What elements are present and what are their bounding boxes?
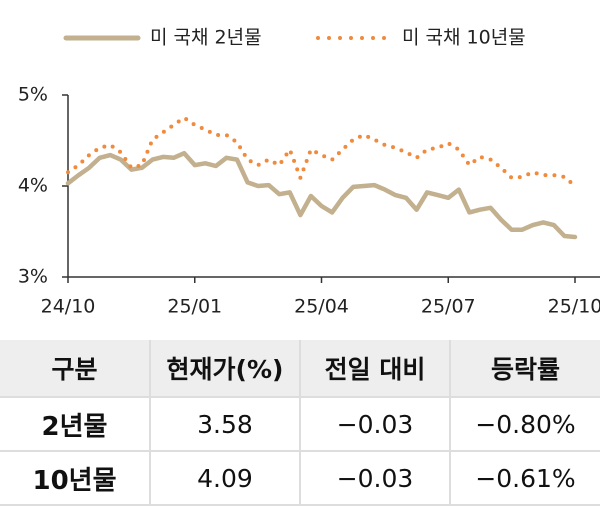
header-cell: 등락률 xyxy=(449,340,600,398)
y-tick-label: 3% xyxy=(18,266,48,288)
cell: 3.58 xyxy=(149,397,300,452)
cell: −0.61% xyxy=(449,451,600,506)
x-tick-label: 25/07 xyxy=(421,296,476,318)
cell: 4.09 xyxy=(149,451,300,506)
chart: 3% 4% 5% 24/10 25/01 25/04 25/07 25/10 미 국채 2년물 미… xyxy=(18,27,600,318)
cell: −0.03 xyxy=(299,451,450,506)
header-cell: 전일 대비 xyxy=(299,340,450,398)
cell: 2년물 xyxy=(0,397,150,452)
table-row: 2년물 3.58 −0.03 −0.80% xyxy=(0,397,600,452)
series-line xyxy=(65,150,578,240)
cell: 10년물 xyxy=(0,451,150,506)
x-tick-label: 25/10 xyxy=(548,296,600,318)
y-tick-label: 4% xyxy=(18,175,48,197)
header-cell: 구분 xyxy=(0,340,150,398)
table-row: 10년물 4.09 −0.03 −0.61% xyxy=(0,451,600,506)
x-tick-label: 25/01 xyxy=(167,296,222,318)
legend-label: 미 국채 10년물 xyxy=(402,27,526,49)
x-tick-label: 25/04 xyxy=(294,296,349,318)
table-header: 구분 현재가(%) 전일 대비 등락률 xyxy=(0,340,600,398)
cell: −0.03 xyxy=(299,397,450,452)
x-tick-label: 24/10 xyxy=(41,296,96,318)
header-cell: 현재가(%) xyxy=(149,340,300,398)
cell: −0.80% xyxy=(449,397,600,452)
series-line xyxy=(66,115,577,188)
data-table: 구분 현재가(%) 전일 대비 등락률 2년물 3.58 −0.03 −0.80… xyxy=(0,340,600,506)
legend-label: 미 국채 2년물 xyxy=(150,27,262,49)
y-tick-label: 5% xyxy=(18,84,48,106)
